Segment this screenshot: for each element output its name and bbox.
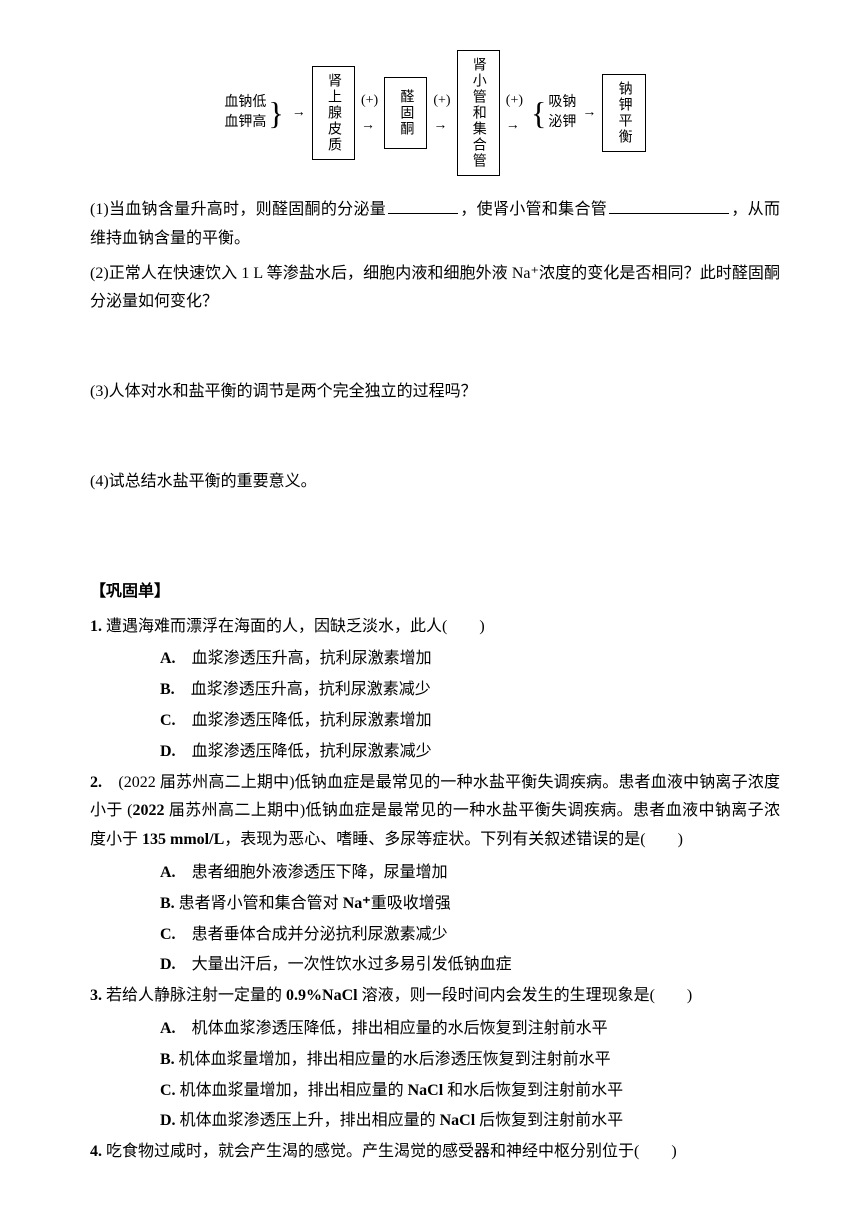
arrow-plus: (+)→ (433, 88, 450, 138)
arrow: → (582, 100, 596, 125)
mcq-1-stem: 1. 遭遇海难而漂浮在海面的人，因缺乏淡水，此人( ) (90, 613, 780, 642)
mcq-3-option-d: D. 机体血浆渗透压上升，排出相应量的 NaCl 后恢复到注射前水平 (90, 1107, 780, 1136)
mcq-3-option-b: B. 机体血浆量增加，排出相应量的水后渗透压恢复到注射前水平 (90, 1046, 780, 1075)
box-adrenal: 肾上腺皮质 (312, 66, 355, 160)
mcq2-text: (2022 届苏州高二上期中)低钠血症是最常见的一种水盐平衡失调疾病。患者血液中… (90, 802, 780, 848)
arrow: → (292, 100, 306, 125)
mcq-1-option-b: B. 血浆渗透压升高，抗利尿激素减少 (90, 676, 780, 705)
box-tubule: 肾小管和集合管 (457, 50, 500, 176)
brace-text-top: 血钠低 (224, 93, 266, 113)
box-balance: 钠钾平衡 (602, 74, 645, 152)
brace-icon: } (268, 97, 283, 129)
mcq-1-option-d: D. 血浆渗透压降低，抗利尿激素减少 (90, 738, 780, 767)
section-heading: 【巩固单】 (90, 578, 780, 607)
brace-icon: { (531, 97, 546, 129)
brace-text-top: 吸钠 (548, 93, 576, 113)
mcq-2-stem: 2. (2022 届苏州高二上期中)低钠血症是最常见的一种水盐平衡失调疾病。患者… (90, 769, 780, 855)
question-1: (1)当血钠含量升高时，则醛固酮的分泌量，使肾小管和集合管，从而维持血钠含量的平… (90, 196, 780, 254)
mcq-2-option-d: D. 大量出汗后，一次性饮水过多易引发低钠血症 (90, 951, 780, 980)
left-input: 血钠低 血钾高 } (224, 93, 285, 132)
question-2: (2)正常人在快速饮入 1 L 等渗盐水后，细胞内液和细胞外液 Na⁺浓度的变化… (90, 260, 780, 318)
question-3: (3)人体对水和盐平衡的调节是两个完全独立的过程吗？ (90, 378, 780, 407)
mcq-2-option-b: B. 患者肾小管和集合管对 Na⁺重吸收增强 (90, 890, 780, 919)
mcq-2-option-a: A. 患者细胞外液渗透压下降，尿量增加 (90, 859, 780, 888)
mcq-3-stem: 3. 若给人静脉注射一定量的 0.9%NaCl 溶液，则一段时间内会发生的生理现… (90, 982, 780, 1011)
arrow-plus: (+)→ (506, 88, 523, 138)
mcq-2-option-c: C. 患者垂体合成并分泌抗利尿激素减少 (90, 921, 780, 950)
mcq-1-option-a: A. 血浆渗透压升高，抗利尿激素增加 (90, 645, 780, 674)
mcq-3-option-c: C. 机体血浆量增加，排出相应量的 NaCl 和水后恢复到注射前水平 (90, 1077, 780, 1106)
mcq-4-stem: 4. 吃食物过咸时，就会产生渴的感觉。产生渴觉的感受器和神经中枢分别位于( ) (90, 1138, 780, 1167)
blank-field (388, 213, 458, 214)
box-aldosterone: 醛固酮 (384, 77, 427, 149)
question-4: (4)试总结水盐平衡的重要意义。 (90, 468, 780, 497)
right-output: { 吸钠 泌钾 (529, 93, 576, 132)
blank-field (609, 213, 729, 214)
mcq-3-option-a: A. 机体血浆渗透压降低，排出相应量的水后恢复到注射前水平 (90, 1015, 780, 1044)
brace-text-bottom: 血钾高 (224, 113, 266, 133)
brace-text-bottom: 泌钾 (548, 113, 576, 133)
flow-diagram: 血钠低 血钾高 } → 肾上腺皮质 (+)→ 醛固酮 (+)→ 肾小管和集合管 … (90, 50, 780, 176)
mcq-1-option-c: C. 血浆渗透压降低，抗利尿激素增加 (90, 707, 780, 736)
arrow-plus: (+)→ (361, 88, 378, 138)
